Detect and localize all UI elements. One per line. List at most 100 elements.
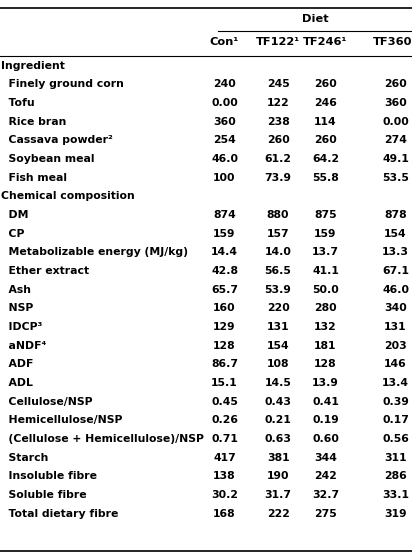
Text: TF360¹: TF360¹ xyxy=(373,37,412,47)
Text: (Cellulose + Hemicellulose)/NSP: (Cellulose + Hemicellulose)/NSP xyxy=(1,434,204,444)
Text: Diet: Diet xyxy=(302,14,328,25)
Text: Cassava powder²: Cassava powder² xyxy=(1,135,113,145)
Text: Ash: Ash xyxy=(1,285,31,295)
Text: 41.1: 41.1 xyxy=(312,266,339,276)
Text: 13.7: 13.7 xyxy=(312,247,339,257)
Text: 220: 220 xyxy=(267,304,290,313)
Text: 260: 260 xyxy=(384,80,407,89)
Text: 128: 128 xyxy=(213,341,236,350)
Text: 122: 122 xyxy=(267,98,290,108)
Text: 0.00: 0.00 xyxy=(382,117,409,126)
Text: 203: 203 xyxy=(384,341,407,350)
Text: ADL: ADL xyxy=(1,378,33,388)
Text: 56.5: 56.5 xyxy=(265,266,292,276)
Text: 875: 875 xyxy=(314,210,337,220)
Text: 0.39: 0.39 xyxy=(382,397,409,407)
Text: Chemical composition: Chemical composition xyxy=(1,192,135,201)
Text: 138: 138 xyxy=(213,471,236,481)
Text: 160: 160 xyxy=(213,304,236,313)
Text: 381: 381 xyxy=(267,453,289,462)
Text: CP: CP xyxy=(1,229,25,238)
Text: 55.8: 55.8 xyxy=(312,173,339,183)
Text: Tofu: Tofu xyxy=(1,98,35,108)
Text: 64.2: 64.2 xyxy=(312,154,339,164)
Text: 49.1: 49.1 xyxy=(382,154,409,164)
Text: 53.5: 53.5 xyxy=(382,173,409,183)
Text: 275: 275 xyxy=(314,509,337,519)
Text: 159: 159 xyxy=(213,229,236,238)
Text: 146: 146 xyxy=(384,359,407,369)
Text: 286: 286 xyxy=(384,471,407,481)
Text: 108: 108 xyxy=(267,359,289,369)
Text: 874: 874 xyxy=(213,210,236,220)
Text: ADF: ADF xyxy=(1,359,34,369)
Text: 222: 222 xyxy=(267,509,290,519)
Text: 129: 129 xyxy=(213,322,236,332)
Text: 46.0: 46.0 xyxy=(382,285,409,295)
Text: 0.60: 0.60 xyxy=(312,434,339,444)
Text: 878: 878 xyxy=(384,210,407,220)
Text: 344: 344 xyxy=(314,453,337,462)
Text: 128: 128 xyxy=(314,359,337,369)
Text: 260: 260 xyxy=(314,80,337,89)
Text: 168: 168 xyxy=(213,509,236,519)
Text: Finely ground corn: Finely ground corn xyxy=(1,80,124,89)
Text: Rice bran: Rice bran xyxy=(1,117,67,126)
Text: Soybean meal: Soybean meal xyxy=(1,154,95,164)
Text: 0.56: 0.56 xyxy=(382,434,409,444)
Text: 0.21: 0.21 xyxy=(265,416,292,425)
Text: TF122¹: TF122¹ xyxy=(256,37,300,47)
Text: 31.7: 31.7 xyxy=(265,490,292,500)
Text: 0.45: 0.45 xyxy=(211,397,238,407)
Text: Cellulose/NSP: Cellulose/NSP xyxy=(1,397,93,407)
Text: 13.3: 13.3 xyxy=(382,247,409,257)
Text: 417: 417 xyxy=(213,453,236,462)
Text: 254: 254 xyxy=(213,135,236,145)
Text: 13.4: 13.4 xyxy=(382,378,409,388)
Text: Ingredient: Ingredient xyxy=(1,61,65,71)
Text: 154: 154 xyxy=(384,229,407,238)
Text: 132: 132 xyxy=(314,322,337,332)
Text: 0.00: 0.00 xyxy=(211,98,238,108)
Text: NSP: NSP xyxy=(1,304,34,313)
Text: 73.9: 73.9 xyxy=(265,173,292,183)
Text: 30.2: 30.2 xyxy=(211,490,238,500)
Text: 260: 260 xyxy=(267,135,290,145)
Text: 0.19: 0.19 xyxy=(312,416,339,425)
Text: 246: 246 xyxy=(314,98,337,108)
Text: Soluble fibre: Soluble fibre xyxy=(1,490,87,500)
Text: Total dietary fibre: Total dietary fibre xyxy=(1,509,119,519)
Text: aNDF⁴: aNDF⁴ xyxy=(1,341,47,350)
Text: 67.1: 67.1 xyxy=(382,266,409,276)
Text: 154: 154 xyxy=(267,341,289,350)
Text: IDCP³: IDCP³ xyxy=(1,322,42,332)
Text: 61.2: 61.2 xyxy=(265,154,292,164)
Text: 340: 340 xyxy=(384,304,407,313)
Text: 14.5: 14.5 xyxy=(265,378,292,388)
Text: 159: 159 xyxy=(314,229,337,238)
Text: Metabolizable energy (MJ/kg): Metabolizable energy (MJ/kg) xyxy=(1,247,188,257)
Text: 114: 114 xyxy=(314,117,337,126)
Text: 33.1: 33.1 xyxy=(382,490,409,500)
Text: Hemicellulose/NSP: Hemicellulose/NSP xyxy=(1,416,123,425)
Text: Con¹: Con¹ xyxy=(210,37,239,47)
Text: 0.63: 0.63 xyxy=(265,434,292,444)
Text: 245: 245 xyxy=(267,80,290,89)
Text: 15.1: 15.1 xyxy=(211,378,238,388)
Text: DM: DM xyxy=(1,210,29,220)
Text: 53.9: 53.9 xyxy=(265,285,292,295)
Text: 274: 274 xyxy=(384,135,407,145)
Text: 13.9: 13.9 xyxy=(312,378,339,388)
Text: 32.7: 32.7 xyxy=(312,490,339,500)
Text: 14.0: 14.0 xyxy=(265,247,292,257)
Text: 50.0: 50.0 xyxy=(312,285,339,295)
Text: 240: 240 xyxy=(213,80,236,89)
Text: 157: 157 xyxy=(267,229,289,238)
Text: 0.71: 0.71 xyxy=(211,434,238,444)
Text: Fish meal: Fish meal xyxy=(1,173,67,183)
Text: 14.4: 14.4 xyxy=(211,247,238,257)
Text: 86.7: 86.7 xyxy=(211,359,238,369)
Text: 260: 260 xyxy=(314,135,337,145)
Text: 238: 238 xyxy=(267,117,290,126)
Text: 319: 319 xyxy=(384,509,407,519)
